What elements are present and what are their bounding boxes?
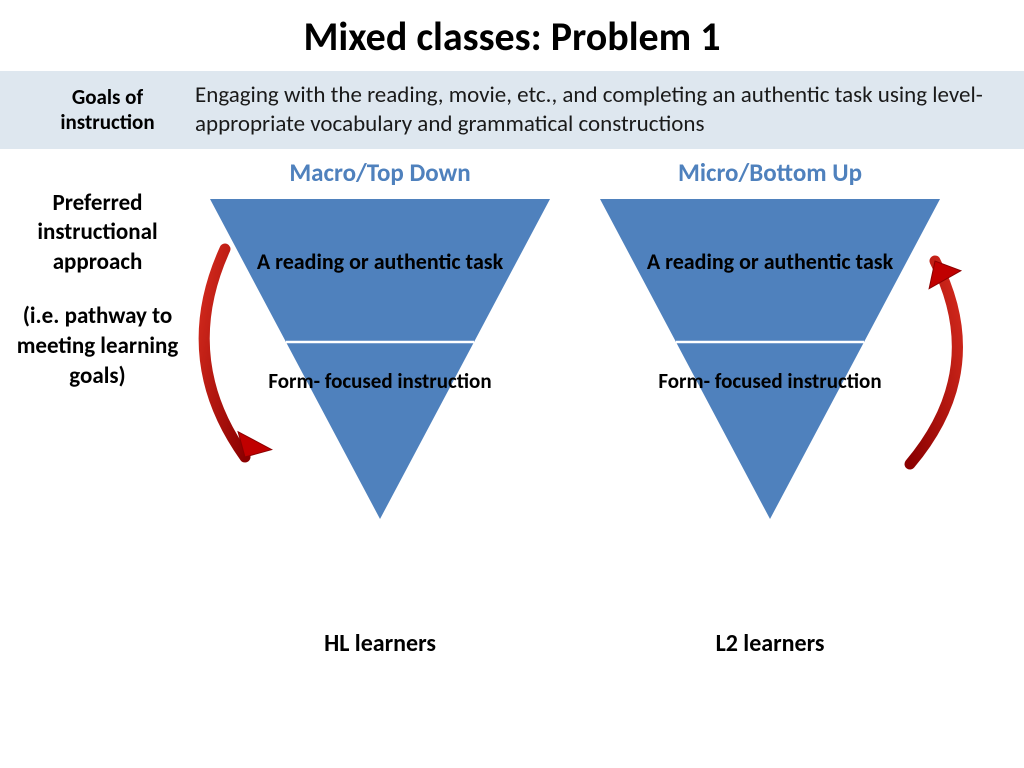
left-bottom-label: HL learners — [210, 629, 550, 658]
side-label: Preferred instructional approach (i.e. p… — [0, 189, 195, 392]
slide-title: Mixed classes: Problem 1 — [0, 0, 1024, 71]
side-label-line1: Preferred instructional approach — [0, 189, 195, 279]
goals-label: Goals of instruction — [30, 85, 185, 135]
right-column-header: Micro/Bottom Up — [600, 157, 940, 188]
right-arrow-up-icon — [880, 229, 1010, 489]
diagram-area: Preferred instructional approach (i.e. p… — [0, 149, 1024, 709]
left-arrow-down-icon — [170, 239, 300, 499]
goals-text: Engaging with the reading, movie, etc., … — [185, 81, 1004, 139]
right-bottom-label: L2 learners — [600, 629, 940, 658]
goals-box: Goals of instruction Engaging with the r… — [0, 71, 1024, 149]
side-label-line2: (i.e. pathway to meeting learning goals) — [0, 302, 195, 392]
left-column-header: Macro/Top Down — [210, 157, 550, 188]
